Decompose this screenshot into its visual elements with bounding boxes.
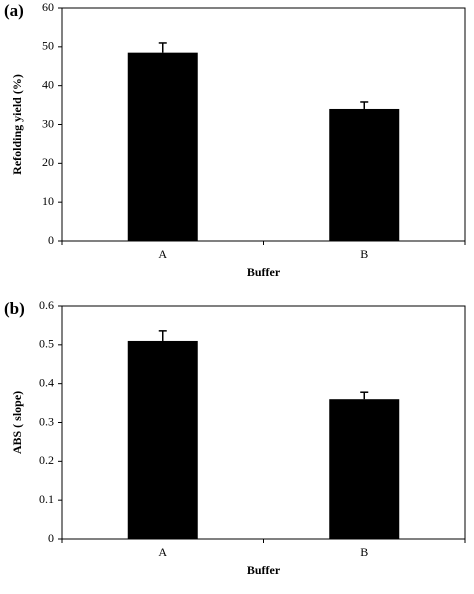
y-tick-label: 30 <box>42 116 54 130</box>
y-tick-label: 0.4 <box>39 375 54 389</box>
x-tick-label: A <box>158 545 167 559</box>
y-tick-label: 0 <box>48 531 54 545</box>
plot-frame <box>61 7 466 242</box>
y-axis-title: Refolding yield (%) <box>10 74 24 175</box>
y-tick-label: 50 <box>42 39 54 53</box>
x-tick-label: B <box>360 545 368 559</box>
y-tick-label: 0.6 <box>39 298 54 312</box>
y-tick-label: 0.3 <box>39 414 54 428</box>
panel-label: (a) <box>4 1 24 20</box>
y-tick-label: 10 <box>42 194 54 208</box>
error-bar <box>360 101 369 109</box>
y-tick-label: 60 <box>42 0 54 14</box>
bar <box>127 52 198 242</box>
bar <box>329 108 400 241</box>
y-axis-title: ABS ( slope) <box>10 391 24 454</box>
y-tick-label: 20 <box>42 155 54 169</box>
x-axis-title: Buffer <box>247 265 281 279</box>
bar <box>329 399 400 539</box>
x-tick-label: B <box>360 247 368 261</box>
error-bar <box>158 330 167 341</box>
error-bar <box>360 391 369 400</box>
y-tick-label: 40 <box>42 77 54 91</box>
y-tick-label: 0 <box>48 233 54 247</box>
error-bar <box>158 42 167 53</box>
y-tick-label: 0.1 <box>39 492 54 506</box>
plot-frame <box>61 305 466 540</box>
y-tick-label: 0.2 <box>39 453 54 467</box>
x-tick-label: A <box>158 247 167 261</box>
panel-label: (b) <box>4 299 25 318</box>
bar <box>127 340 198 539</box>
x-axis-title: Buffer <box>247 563 281 577</box>
y-tick-label: 0.5 <box>39 337 54 351</box>
